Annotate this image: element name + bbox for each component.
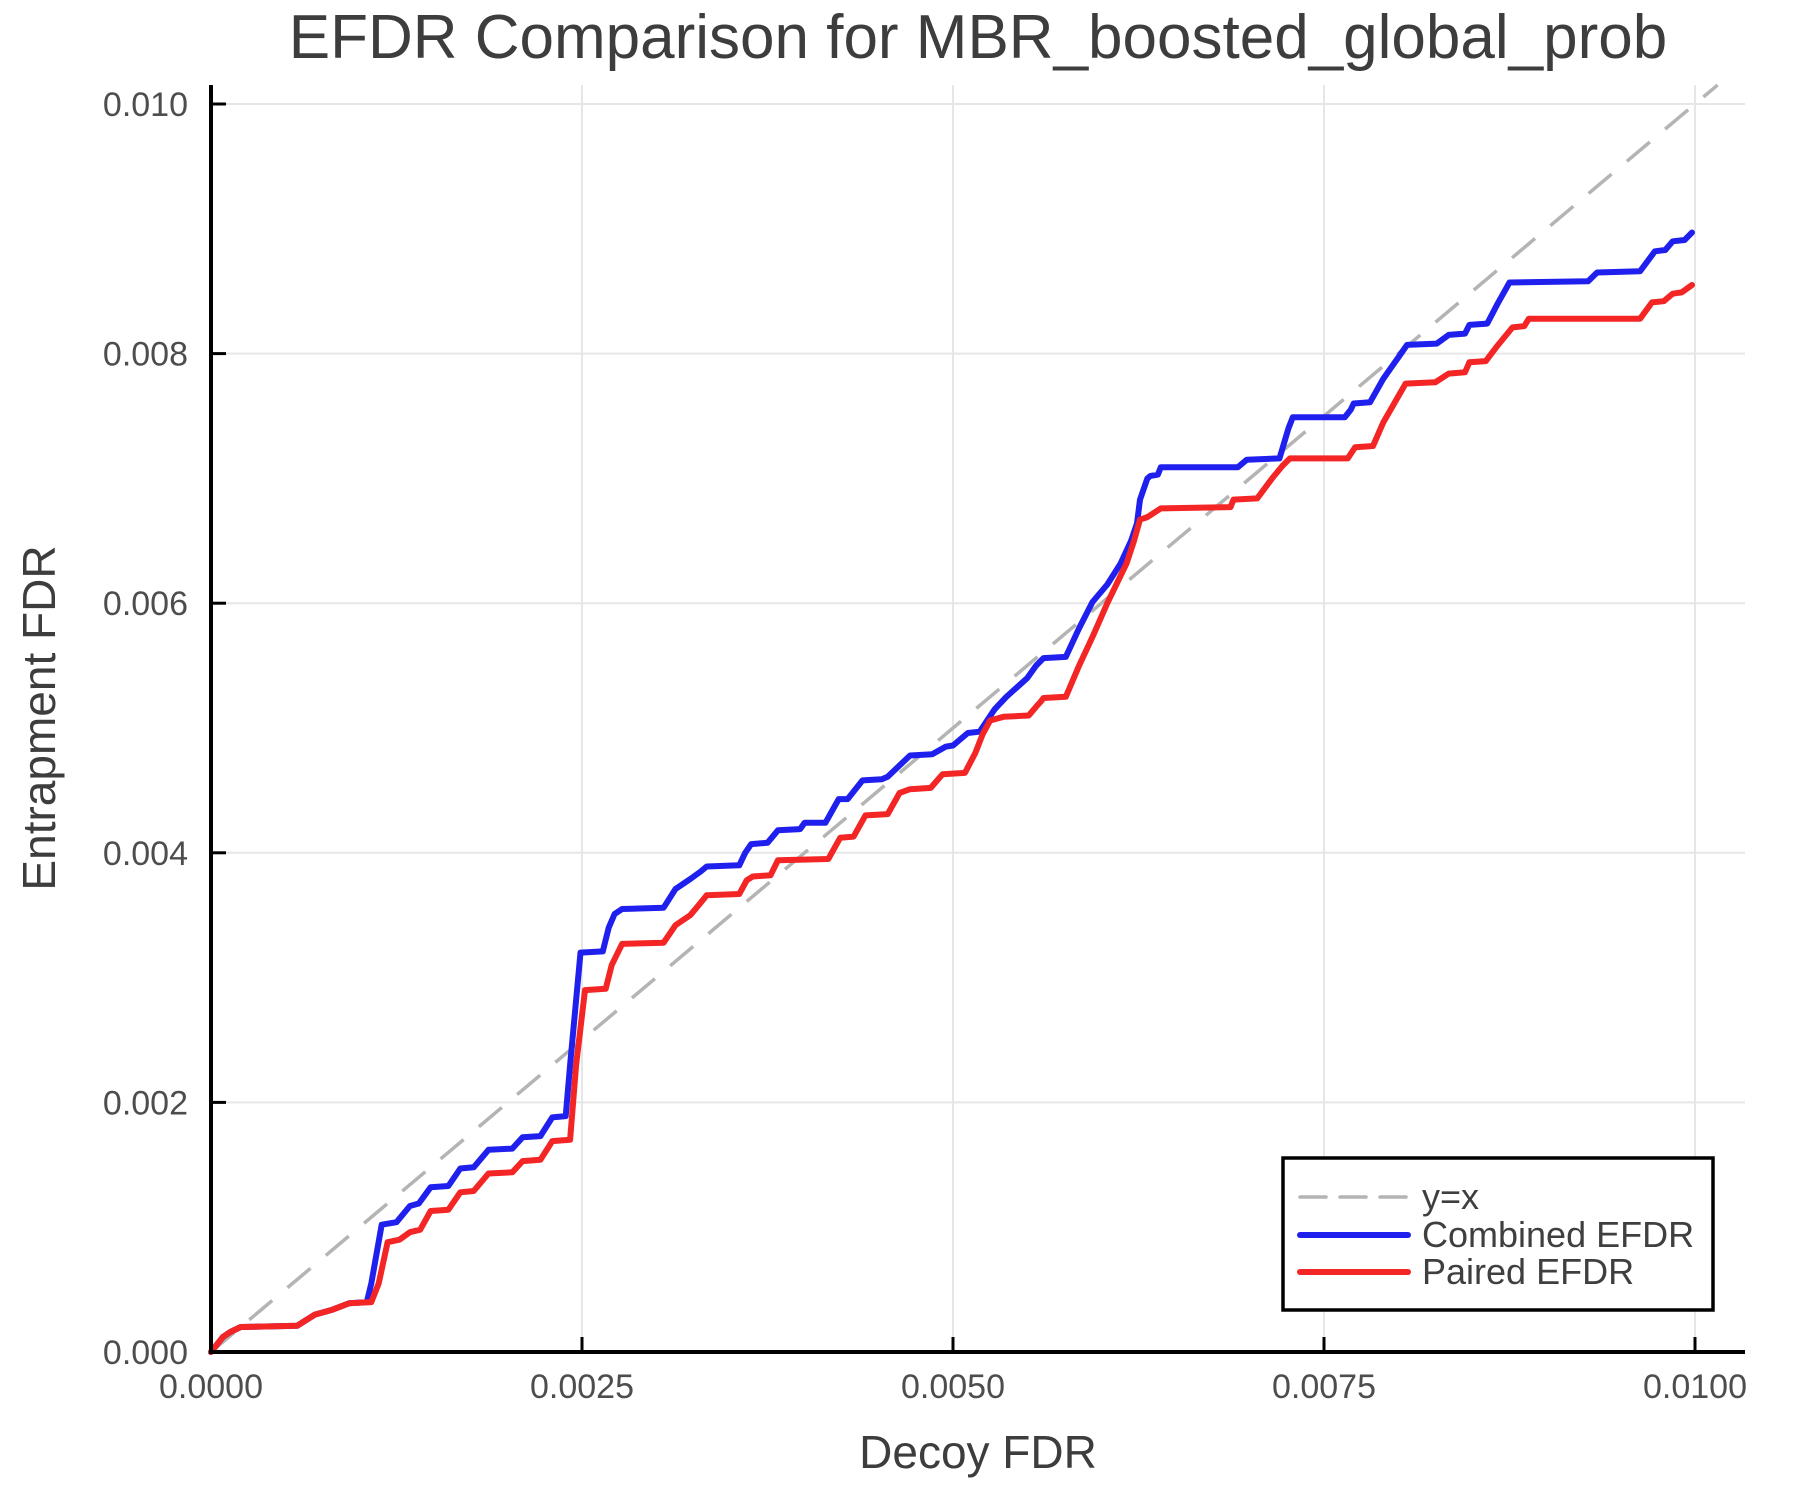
series-line-combined-efdr <box>208 229 1695 1355</box>
legend-label-y-x: y=x <box>1422 1176 1479 1217</box>
x-tick-label: 0.0000 <box>159 1368 263 1406</box>
x-tick-label: 0.0050 <box>901 1368 1005 1406</box>
series-line-paired-efdr <box>208 282 1695 1355</box>
x-axis-label: Decoy FDR <box>859 1426 1097 1478</box>
y-axis-label: Entrapment FDR <box>13 545 65 890</box>
y-tick-label: 0.010 <box>103 86 188 124</box>
grid-lines <box>211 85 1745 1352</box>
x-tick-label: 0.0025 <box>530 1368 634 1406</box>
y-tick-label: 0.002 <box>103 1084 188 1122</box>
y-tick-label: 0.006 <box>103 585 188 623</box>
y-equals-x-line <box>209 83 1719 1354</box>
y-tick-label: 0.004 <box>103 835 188 873</box>
legend-label-combined-efdr: Combined EFDR <box>1422 1214 1694 1255</box>
reference-line-y-equals-x <box>209 83 1719 1354</box>
y-tick-label: 0.008 <box>103 336 188 374</box>
y-tick-label: 0.000 <box>103 1334 188 1372</box>
x-tick-label: 0.0075 <box>1272 1368 1376 1406</box>
x-tick-label: 0.0100 <box>1643 1368 1747 1406</box>
chart-title: EFDR Comparison for MBR_boosted_global_p… <box>289 3 1667 72</box>
tick-labels: 0.0000 0.0025 0.0050 0.0075 0.0100 0.000 0.002… <box>103 86 1747 1406</box>
data-series <box>208 229 1695 1355</box>
legend-label-paired-efdr: Paired EFDR <box>1422 1251 1634 1292</box>
axes-and-ticks <box>209 85 1745 1354</box>
